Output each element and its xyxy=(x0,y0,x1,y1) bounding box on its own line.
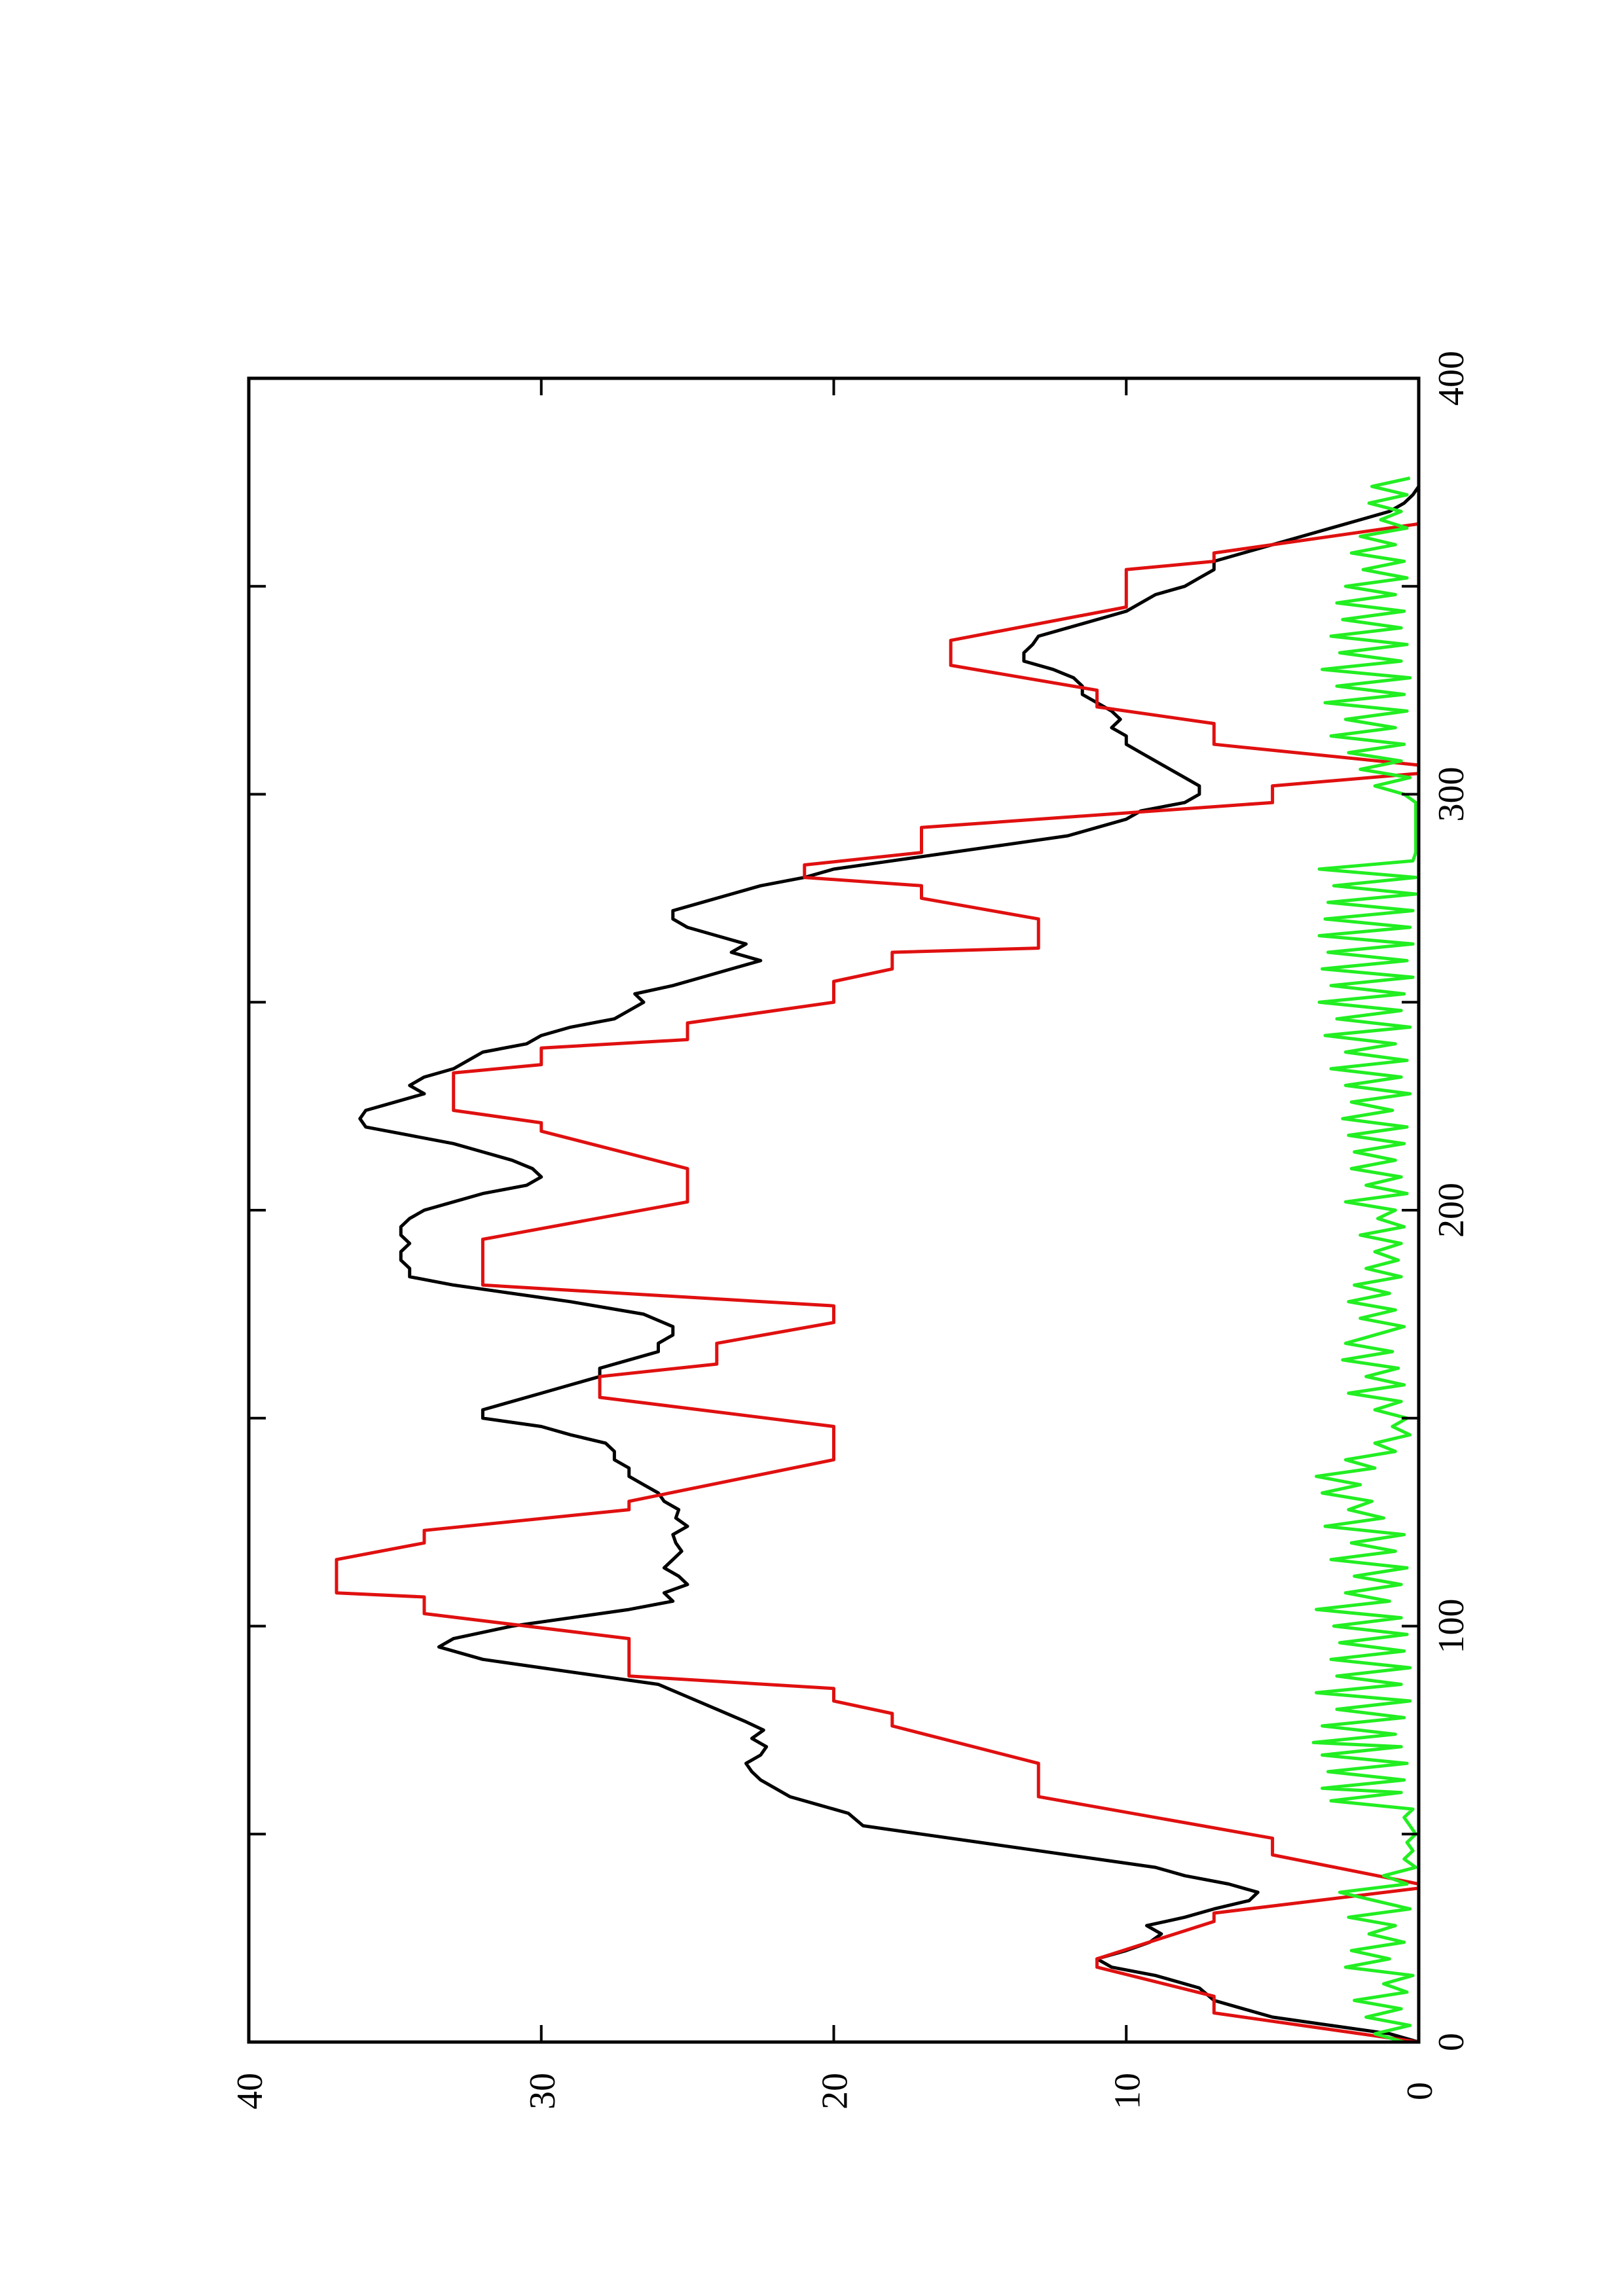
y-tick-label: 10 xyxy=(1107,2073,1148,2109)
x-tick-label: 200 xyxy=(1431,1183,1472,1238)
x-tick-label: 100 xyxy=(1431,1599,1472,1654)
y-tick-label: 30 xyxy=(522,2073,563,2109)
series-line-3 xyxy=(1311,476,1417,2044)
y-tick-label: 40 xyxy=(230,2073,270,2109)
series-line-1 xyxy=(358,485,1421,2044)
y-tick-label: 20 xyxy=(815,2073,856,2109)
x-tick-label: 300 xyxy=(1431,767,1472,822)
y-tick-label: 0 xyxy=(1400,2082,1440,2100)
series-layer xyxy=(335,476,1421,2044)
x-tick-label: 0 xyxy=(1431,2033,1472,2051)
tick-layer: 0 100 200 300 400 0 10 20 30 40 xyxy=(230,351,1472,2109)
x-tick-label: 400 xyxy=(1431,351,1472,406)
